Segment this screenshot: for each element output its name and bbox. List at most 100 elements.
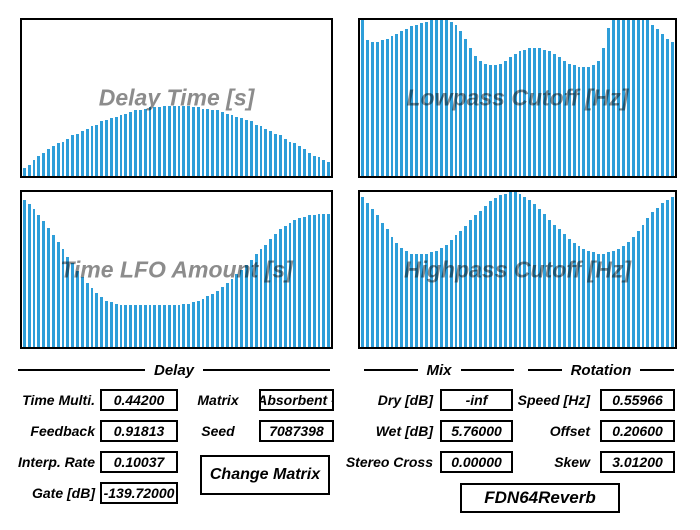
bar[interactable] [105,300,108,347]
bar[interactable] [95,124,99,176]
bar[interactable] [109,118,113,176]
bar[interactable] [220,286,224,347]
bar[interactable] [317,213,321,347]
bar[interactable] [592,252,596,347]
bar[interactable] [47,227,50,347]
bar[interactable] [312,155,316,176]
bar[interactable] [230,115,234,176]
bar[interactable] [66,257,70,347]
bar[interactable] [439,20,443,176]
bar[interactable] [671,196,674,347]
bar[interactable] [621,20,625,176]
bar[interactable] [42,152,46,176]
bar[interactable] [100,121,104,176]
bar[interactable] [158,107,162,176]
bar[interactable] [196,300,200,347]
bar[interactable] [400,247,404,347]
bar[interactable] [172,305,176,347]
bar[interactable] [191,107,195,176]
bar[interactable] [656,29,660,176]
bar[interactable] [182,105,186,176]
bar[interactable] [636,230,640,347]
time-multi-value[interactable]: 0.44200 [100,389,178,411]
bar[interactable] [405,29,409,176]
bar[interactable] [254,124,258,176]
bar[interactable] [454,24,458,176]
bar[interactable] [597,60,601,176]
bar[interactable] [245,119,248,176]
bar[interactable] [493,198,497,347]
bar[interactable] [538,209,542,347]
bar[interactable] [119,115,123,176]
bar[interactable] [518,193,522,347]
bar[interactable] [61,141,65,176]
bar[interactable] [182,303,186,347]
bar[interactable] [424,254,428,347]
bar[interactable] [626,20,630,176]
bar[interactable] [405,250,409,347]
bar[interactable] [134,305,137,347]
bar[interactable] [493,65,497,176]
bar[interactable] [464,226,468,347]
bar[interactable] [434,250,438,347]
bar[interactable] [278,229,282,347]
bar[interactable] [327,213,330,347]
bar[interactable] [85,129,89,176]
bar[interactable] [626,241,630,347]
bar[interactable] [163,105,166,176]
interp-rate-value[interactable]: 0.10037 [100,451,178,473]
bar[interactable] [85,283,89,347]
bar[interactable] [76,133,79,176]
gate-value[interactable]: -139.72000 [100,482,178,504]
bar[interactable] [567,63,571,176]
bar[interactable] [163,305,166,347]
bar[interactable] [666,38,670,176]
bar[interactable] [488,201,492,347]
bar[interactable] [274,233,277,347]
bar[interactable] [206,295,210,347]
bar[interactable] [552,224,556,347]
bar[interactable] [641,20,645,176]
bar[interactable] [51,146,55,176]
bar[interactable] [158,305,162,347]
bar[interactable] [143,108,147,176]
bar[interactable] [307,215,311,347]
bar[interactable] [424,21,428,176]
bar[interactable] [528,48,532,176]
bar[interactable] [288,223,292,347]
bar[interactable] [293,143,297,176]
bar[interactable] [148,305,152,347]
stereo-cross-value[interactable]: 0.00000 [440,451,513,473]
bar[interactable] [264,129,268,176]
bar[interactable] [449,21,453,176]
bar[interactable] [32,160,36,176]
bar[interactable] [259,126,263,176]
bar[interactable] [90,126,94,176]
bar[interactable] [636,20,640,176]
bar[interactable] [138,110,142,176]
bar[interactable] [187,303,190,347]
bar[interactable] [577,66,581,176]
bar[interactable] [469,48,473,176]
bar[interactable] [449,240,453,347]
bar[interactable] [488,65,492,176]
bar[interactable] [303,149,306,176]
bar[interactable] [235,116,239,176]
bar[interactable] [533,204,537,347]
bar[interactable] [124,113,128,176]
bar[interactable] [129,305,133,347]
bar[interactable] [410,254,414,347]
bar[interactable] [216,291,219,347]
bar[interactable] [592,65,596,176]
bar[interactable] [498,63,502,176]
bar[interactable] [656,207,660,347]
bar[interactable] [317,157,321,176]
lowpass-cutoff-bars[interactable] [360,20,675,176]
bar[interactable] [420,254,423,347]
bar[interactable] [587,66,591,176]
bar[interactable] [602,48,606,176]
bar[interactable] [27,204,31,347]
bar[interactable] [322,213,326,347]
bar[interactable] [513,192,517,347]
bar[interactable] [548,219,551,347]
